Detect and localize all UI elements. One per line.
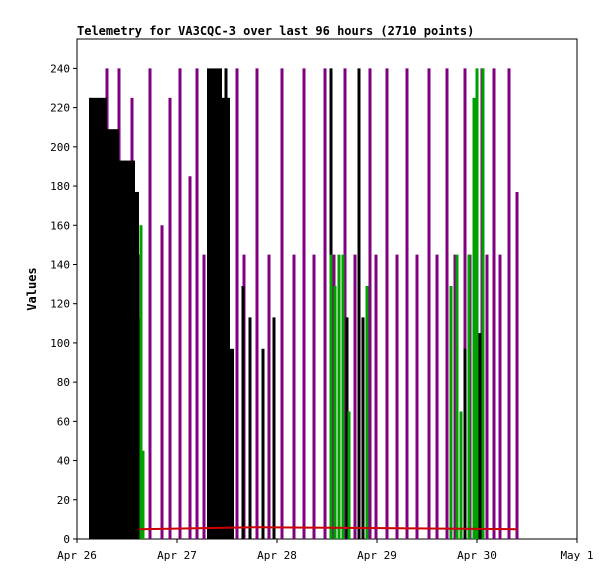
series-3-baseline (138, 526, 518, 531)
y-tick-label: 200 (50, 141, 70, 154)
series-1-block-1 (107, 129, 119, 539)
y-tick-label: 140 (50, 258, 70, 271)
y-tick-label: 0 (63, 533, 70, 546)
series-1-block-6 (230, 348, 234, 539)
x-tick-label: Apr 28 (257, 549, 297, 562)
y-axis: 0 20 40 60 80 100 120 140 160 180 200 220 240 (50, 62, 77, 546)
chart-title: Telemetry for VA3CQC-3 over last 96 hour… (77, 24, 474, 38)
y-axis-label: Values (25, 267, 39, 310)
x-tick-label: Apr 26 (57, 549, 97, 562)
data-marks (89, 68, 519, 540)
series-1-block-2 (119, 160, 135, 539)
y-tick-label: 240 (50, 62, 70, 75)
y-tick-label: 20 (57, 494, 70, 507)
y-tick-label: 220 (50, 102, 70, 115)
series-1-block-0 (89, 97, 107, 539)
x-axis: Apr 26 Apr 27 Apr 28 Apr 29 Apr 30 May 1 (57, 539, 594, 562)
y-tick-label: 40 (57, 455, 70, 468)
series-1-block-3 (135, 191, 139, 540)
x-tick-label: Apr 29 (357, 549, 397, 562)
x-tick-label: May 1 (560, 549, 593, 562)
x-tick-label: Apr 30 (457, 549, 497, 562)
y-tick-label: 120 (50, 298, 70, 311)
y-tick-label: 80 (57, 376, 70, 389)
y-tick-label: 60 (57, 415, 70, 428)
plot-area (76, 38, 578, 540)
y-tick-label: 180 (50, 180, 70, 193)
x-tick-label: Apr 27 (157, 549, 197, 562)
y-tick-label: 100 (50, 337, 70, 350)
series-1-block-4 (207, 68, 222, 539)
y-tick-label: 160 (50, 219, 70, 232)
